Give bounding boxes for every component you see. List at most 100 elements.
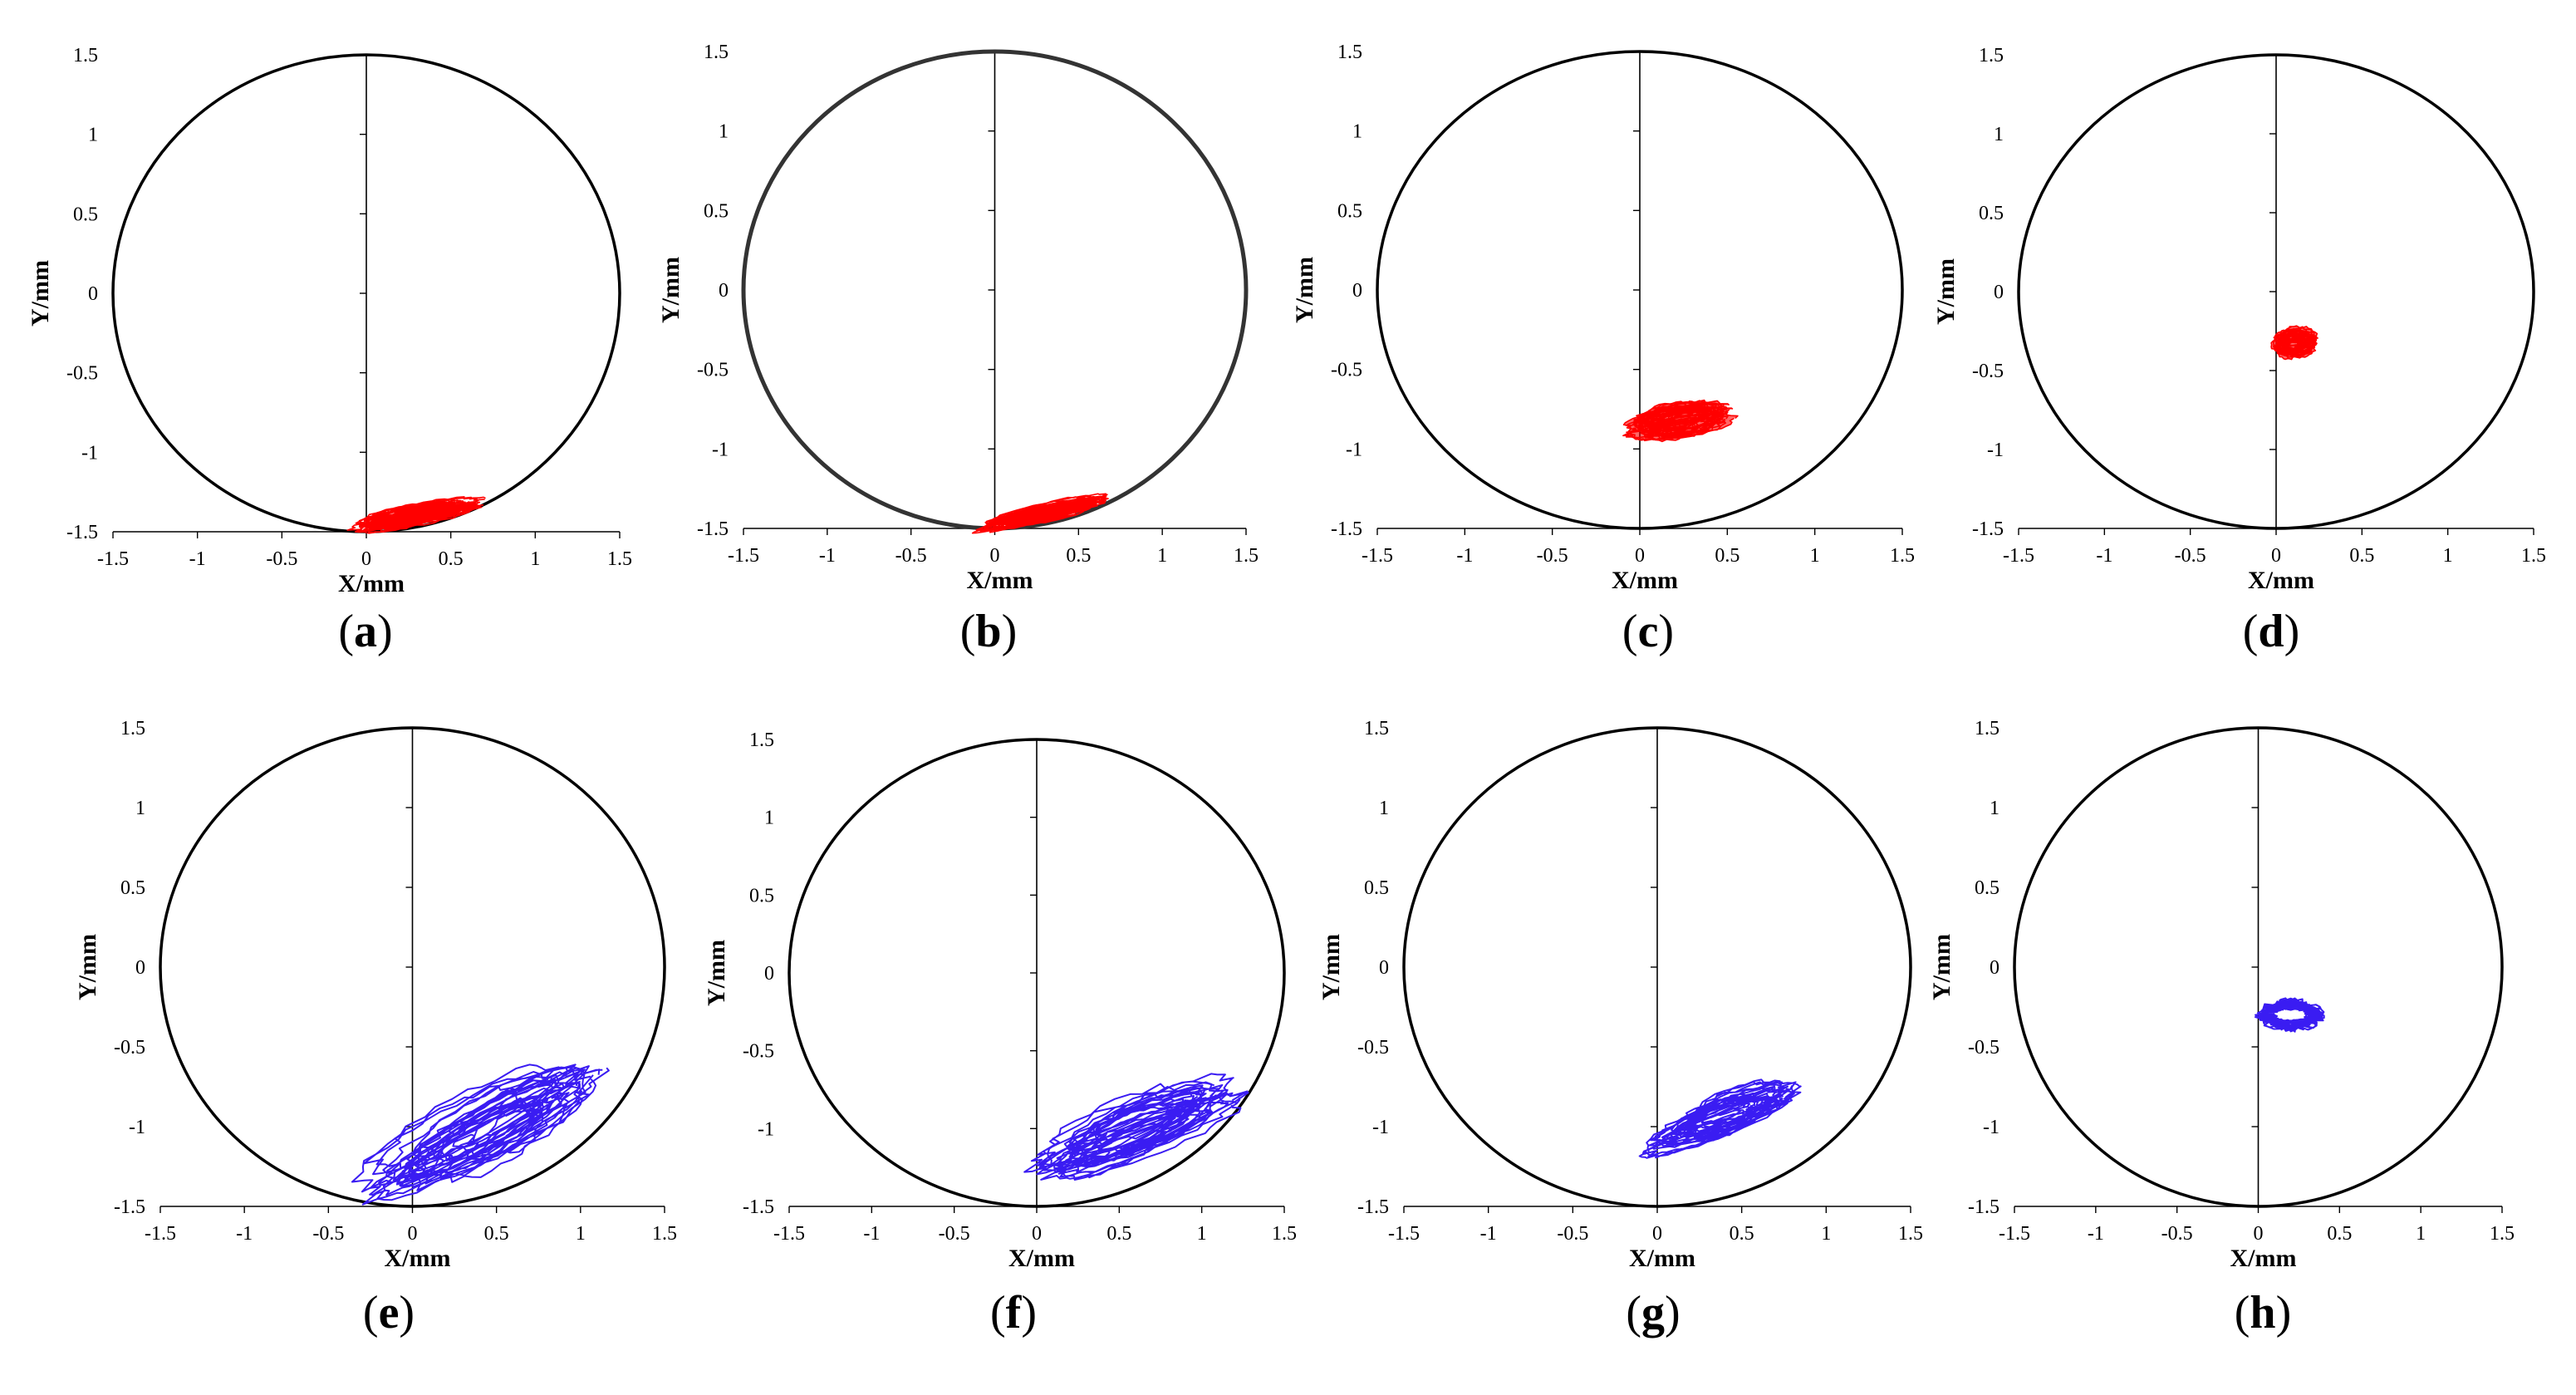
y-tick-label: 0	[719, 280, 729, 302]
x-axis-label: X/mm	[1629, 1245, 1695, 1272]
x-tick-label: 1.5	[652, 1223, 677, 1245]
y-tick-label: -1	[1987, 440, 2004, 461]
y-axis-label: Y/mm	[1291, 257, 1318, 323]
boundary-circle	[2013, 726, 2504, 1208]
y-tick-label: 0.5	[704, 200, 729, 222]
x-tick-label: -0.5	[1537, 545, 1568, 567]
y-tick-label: -1.5	[1357, 1196, 1389, 1218]
y-tick-label: 0.5	[1975, 877, 1999, 899]
orbit-trace	[2254, 997, 2325, 1033]
x-tick-label: -1	[2096, 545, 2112, 567]
x-tick-label: 1	[1157, 545, 1167, 567]
y-tick-label: -1.5	[66, 522, 98, 543]
x-tick-label: 0.5	[1730, 1223, 1754, 1245]
x-tick-label: 1	[530, 548, 540, 570]
y-tick-label: 1.5	[749, 729, 774, 751]
y-tick-label: -1	[1983, 1117, 1999, 1138]
panel-caption: (d)	[2243, 606, 2299, 657]
y-tick-label: 0.5	[1979, 203, 2004, 224]
y-tick-label: -0.5	[66, 363, 98, 385]
x-tick-label: -1.5	[145, 1223, 176, 1245]
y-axis-label: Y/mm	[27, 260, 54, 327]
boundary-circle	[788, 738, 1286, 1208]
panel-c: -1.5 -1 -0.5 0 0.5 1 1.5 1.5 1 0.5 0 -0.5 -1 -1.5 X/mm…	[1291, 42, 1915, 657]
y-tick-label: 0	[1352, 280, 1362, 302]
orbit-trace	[1638, 1078, 1802, 1159]
x-tick-label: -1.5	[2003, 545, 2034, 567]
y-tick-label: 1.5	[1975, 718, 1999, 739]
boundary-circle	[159, 726, 666, 1208]
y-tick-label: 0.5	[1364, 877, 1389, 899]
y-tick-label: -1	[1346, 439, 1362, 460]
x-tick-label: 0	[990, 545, 1000, 567]
x-tick-label: -1	[863, 1223, 880, 1245]
x-tick-label: 0.5	[1066, 545, 1091, 567]
x-tick-label: -0.5	[939, 1223, 970, 1245]
panel-g: -1.5 -1 -0.5 0 0.5 1 1.5 1.5 1 0.5 0 -0.5 -1 -1.5 X/mm…	[1317, 718, 1923, 1339]
y-tick-label: 1.5	[1979, 45, 2004, 66]
panel-caption: (b)	[960, 606, 1017, 657]
x-tick-label: 0	[1652, 1223, 1662, 1245]
y-tick-label: 0	[135, 957, 145, 979]
y-axis-label: Y/mm	[703, 940, 730, 1006]
y-tick-label: 1.5	[73, 45, 98, 66]
x-tick-label: 1.5	[1234, 545, 1259, 567]
y-tick-label: 0.5	[749, 885, 774, 906]
x-tick-label: -0.5	[895, 545, 927, 567]
x-tick-label: 0	[1635, 545, 1645, 567]
y-axis-label: Y/mm	[1317, 934, 1345, 1000]
x-tick-label: 1.5	[1890, 545, 1915, 567]
x-tick-label: 0	[408, 1223, 418, 1245]
y-tick-label: -0.5	[1972, 361, 2004, 382]
orbit-trace	[1622, 399, 1739, 443]
orbit-trace	[971, 493, 1109, 534]
y-tick-label: -1	[712, 439, 729, 460]
x-tick-label: 1.5	[2490, 1223, 2515, 1245]
x-tick-label: -0.5	[312, 1223, 344, 1245]
x-axis-label: X/mm	[338, 570, 405, 597]
y-tick-label: 0	[764, 963, 774, 985]
y-tick-label: 1	[764, 808, 774, 829]
x-tick-label: -1.5	[728, 545, 759, 567]
x-tick-label: 1	[1821, 1223, 1831, 1245]
y-tick-label: -1.5	[1968, 1196, 1999, 1218]
x-axis-label: X/mm	[2230, 1245, 2297, 1272]
panel-caption: (c)	[1622, 606, 1674, 657]
y-tick-label: 1	[719, 121, 729, 143]
y-tick-label: 0	[1994, 282, 2004, 303]
y-tick-label: 1	[1990, 798, 1999, 819]
y-tick-label: 1.5	[704, 42, 729, 63]
panel-h: -1.5 -1 -0.5 0 0.5 1 1.5 1.5 1 0.5 0 -0.5 -1 -1.5 X/mm…	[1928, 718, 2515, 1339]
y-tick-label: -1	[1372, 1117, 1389, 1138]
y-tick-label: -1	[81, 442, 98, 464]
x-tick-label: 0	[361, 548, 371, 570]
x-tick-label: 0.5	[1106, 1223, 1131, 1245]
y-tick-label: -0.5	[1357, 1037, 1389, 1059]
y-axis-label: Y/mm	[657, 257, 684, 323]
y-tick-label: 1	[135, 798, 145, 819]
x-tick-label: 1	[576, 1223, 586, 1245]
x-tick-label: 0	[1032, 1223, 1042, 1245]
x-tick-label: 1.5	[607, 548, 632, 570]
y-tick-label: 1	[1994, 124, 2004, 145]
x-tick-label: 1.5	[1272, 1223, 1297, 1245]
y-tick-label: 1	[1352, 121, 1362, 143]
panel-caption: (g)	[1626, 1287, 1680, 1339]
y-tick-label: -0.5	[114, 1037, 145, 1059]
x-tick-label: 0.5	[484, 1223, 509, 1245]
y-tick-label: 1	[88, 125, 98, 146]
panel-caption: (f)	[990, 1287, 1037, 1339]
x-axis-label: X/mm	[1008, 1245, 1075, 1272]
y-tick-label: -1.5	[743, 1196, 774, 1218]
orbit-trace	[2270, 325, 2318, 361]
x-tick-label: 1.5	[1898, 1223, 1923, 1245]
y-axis-label: Y/mm	[1928, 934, 1955, 1000]
y-tick-label: 0	[88, 283, 98, 305]
y-tick-label: 0.5	[120, 877, 145, 899]
x-tick-label: 1	[1197, 1223, 1207, 1245]
x-axis-label: X/mm	[967, 567, 1033, 594]
x-tick-label: 0.5	[439, 548, 464, 570]
x-axis-label: X/mm	[385, 1245, 451, 1272]
x-tick-label: -1.5	[1362, 545, 1393, 567]
